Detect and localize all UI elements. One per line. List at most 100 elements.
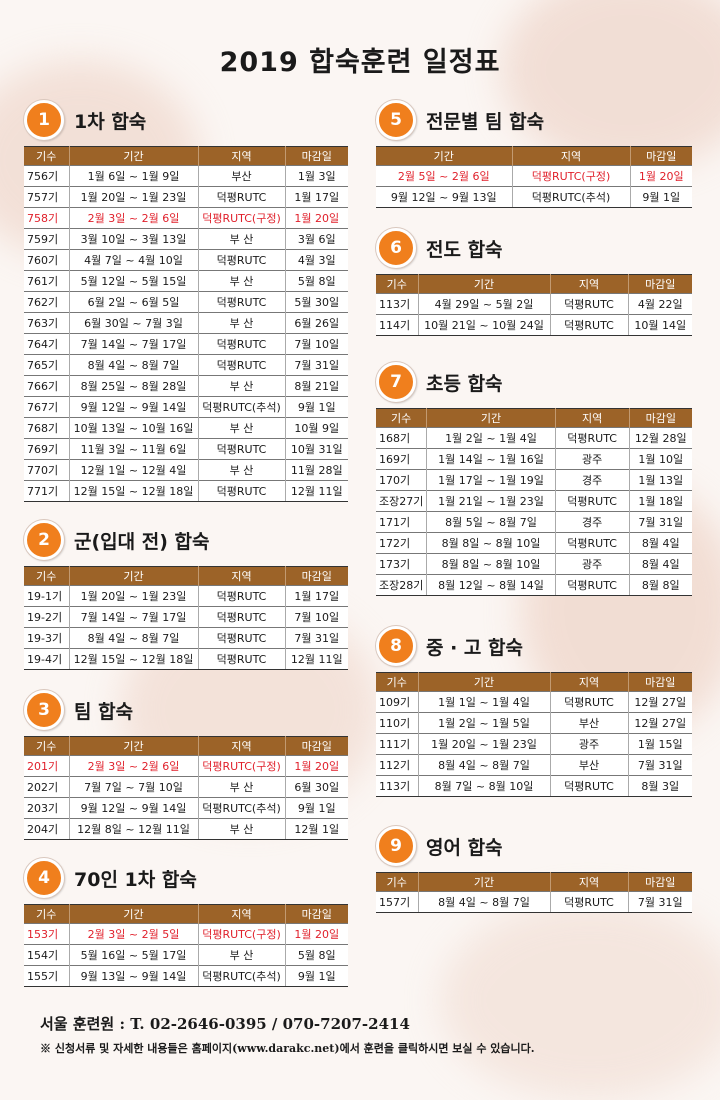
table-cell: 8월 8일: [628, 574, 692, 596]
table-row: 771기 12월 15일 ~ 12월 18일 덕평RUTC 12월 11일: [24, 480, 348, 502]
section-number-badge: 2: [24, 520, 64, 560]
table-cell: 1월 20일: [284, 923, 348, 945]
table-cell: 덕평RUTC: [554, 490, 630, 512]
table-cell: 덕평RUTC: [197, 627, 285, 649]
table-cell: 5월 12일 ~ 5월 15일: [68, 270, 198, 292]
table-cell: 170기: [376, 469, 427, 491]
column-header: 마감일: [629, 146, 692, 166]
table-cell: 10월 21일 ~ 10월 24일: [417, 314, 550, 336]
table-row: 172기 8월 8일 ~ 8월 10일 덕평RUTC 8월 4일: [376, 532, 692, 554]
table-cell: 덕평RUTC: [197, 354, 285, 376]
table-cell: 10월 31일: [284, 438, 348, 460]
table-row: 110기 1월 2일 ~ 1월 5일 부산 12월 27일: [376, 712, 692, 734]
table-cell: 7월 7일 ~ 7월 10일: [68, 776, 198, 798]
table-cell: 12월 11일: [284, 648, 348, 670]
table-cell: 12월 15일 ~ 12월 18일: [68, 648, 198, 670]
table-row: 19-2기 7월 14일 ~ 7월 17일 덕평RUTC 7월 10일: [24, 606, 348, 628]
table-row: 170기 1월 17일 ~ 1월 19일 경주 1월 13일: [376, 469, 692, 491]
column-header: 기수: [376, 672, 418, 692]
table-cell: 1월 20일: [284, 207, 348, 229]
table-row: 157기 8월 4일 ~ 8월 7일 덕평RUTC 7월 31일: [376, 891, 692, 913]
table-cell: 6월 26일: [284, 312, 348, 334]
table-cell: 171기: [376, 511, 427, 533]
table-row: 761기 5월 12일 ~ 5월 15일 부 산 5월 8일: [24, 270, 348, 292]
table-cell: 부 산: [197, 944, 285, 966]
table-cell: 4월 3일: [284, 249, 348, 271]
table-cell: 1월 2일 ~ 1월 4일: [426, 427, 556, 449]
table-cell: 1월 18일: [628, 490, 692, 512]
column-header: 기수: [376, 274, 418, 294]
table-cell: 8월 4일 ~ 8월 7일: [417, 891, 550, 913]
column-header: 마감일: [628, 408, 692, 428]
column-header: 지역: [197, 566, 285, 586]
table-cell: 10월 9일: [284, 417, 348, 439]
column-header: 기수: [24, 566, 69, 586]
column-header: 지역: [554, 408, 630, 428]
table-cell: 12월 1일: [284, 818, 348, 840]
column-header: 기간: [417, 274, 550, 294]
section-header: 7 초등 합숙: [376, 362, 692, 402]
table-cell: 1월 20일: [629, 165, 692, 187]
table-cell: 덕평RUTC: [554, 574, 630, 596]
table-row: 114기 10월 21일 ~ 10월 24일 덕평RUTC 10월 14일: [376, 314, 692, 336]
table-cell: 759기: [24, 228, 69, 250]
section-title: 팀 합숙: [74, 700, 134, 723]
section-header: 5 전문별 팀 합숙: [376, 100, 692, 140]
table-cell: 부 산: [197, 375, 285, 397]
section-2: 2 군(입대 전) 합숙 기수 기간 지역 마감일 19-1기 1월 20일 ~ …: [24, 520, 348, 670]
table-cell: 19-2기: [24, 606, 69, 628]
table-cell: 2월 3일 ~ 2월 6일: [68, 755, 198, 777]
table-cell: 10월 13일 ~ 10월 16일: [68, 417, 198, 439]
table-cell: 덕평RUTC(구정): [197, 755, 285, 777]
schedule-table: 기수 기간 지역 마감일 153기 2월 3일 ~ 2월 5일 덕평RUTC(구정)…: [24, 904, 348, 987]
table-cell: 조장28기: [376, 574, 427, 596]
section-title: 초등 합숙: [426, 372, 503, 395]
column-header: 지역: [197, 736, 285, 756]
table-row: 766기 8월 25일 ~ 8월 28일 부 산 8월 21일: [24, 375, 348, 397]
table-cell: 12월 27일: [627, 691, 692, 713]
table-header-row: 기간 지역 마감일: [376, 146, 692, 166]
section-number-badge: 4: [24, 858, 64, 898]
column-header: 기수: [376, 408, 427, 428]
table-row: 768기 10월 13일 ~ 10월 16일 부 산 10월 9일: [24, 417, 348, 439]
table-cell: 9월 1일: [284, 396, 348, 418]
table-cell: 762기: [24, 291, 69, 313]
table-cell: 5월 8일: [284, 944, 348, 966]
section-number-badge: 3: [24, 690, 64, 730]
table-cell: 173기: [376, 553, 427, 575]
table-cell: 7월 31일: [627, 754, 692, 776]
table-cell: 7월 14일 ~ 7월 17일: [68, 606, 198, 628]
table-cell: 7월 31일: [628, 511, 692, 533]
table-cell: 덕평RUTC: [197, 606, 285, 628]
table-cell: 1월 17일: [284, 585, 348, 607]
table-cell: 4월 29일 ~ 5월 2일: [417, 293, 550, 315]
column-header: 기간: [68, 566, 198, 586]
table-row: 154기 5월 16일 ~ 5월 17일 부 산 5월 8일: [24, 944, 348, 966]
table-cell: 덕평RUTC(추석): [197, 797, 285, 819]
table-cell: 12월 11일: [284, 480, 348, 502]
schedule-table: 기간 지역 마감일 2월 5일 ~ 2월 6일 덕평RUTC(구정) 1월 20일 9…: [376, 146, 692, 208]
table-row: 204기 12월 8일 ~ 12월 11일 부 산 12월 1일: [24, 818, 348, 840]
section-8: 8 중 · 고 합숙 기수 기간 지역 마감일 109기 1월 1일 ~ 1월 4…: [376, 626, 692, 797]
section-header: 2 군(입대 전) 합숙: [24, 520, 348, 560]
table-cell: 부산: [549, 712, 628, 734]
table-cell: 8월 4일: [628, 532, 692, 554]
table-cell: 부 산: [197, 228, 285, 250]
section-4: 4 70인 1차 합숙 기수 기간 지역 마감일 153기 2월 3일 ~ 2월 …: [24, 858, 348, 987]
table-cell: 8월 8일 ~ 8월 10일: [426, 553, 556, 575]
section-number-badge: 1: [24, 100, 64, 140]
table-cell: 덕평RUTC: [197, 585, 285, 607]
column-header: 기간: [417, 672, 550, 692]
table-cell: 1월 17일 ~ 1월 19일: [426, 469, 556, 491]
column-header: 지역: [197, 904, 285, 924]
section-title: 중 · 고 합숙: [426, 636, 523, 659]
table-cell: 5월 8일: [284, 270, 348, 292]
column-header: 기수: [376, 872, 418, 892]
table-row: 19-3기 8월 4일 ~ 8월 7일 덕평RUTC 7월 31일: [24, 627, 348, 649]
table-cell: 덕평RUTC: [197, 186, 285, 208]
section-title: 1차 합숙: [74, 110, 147, 133]
section-5: 5 전문별 팀 합숙 기간 지역 마감일 2월 5일 ~ 2월 6일 덕평RUTC…: [376, 100, 692, 208]
section-number-badge: 6: [376, 228, 416, 268]
column-header: 마감일: [284, 736, 348, 756]
table-cell: 덕평RUTC: [549, 891, 628, 913]
